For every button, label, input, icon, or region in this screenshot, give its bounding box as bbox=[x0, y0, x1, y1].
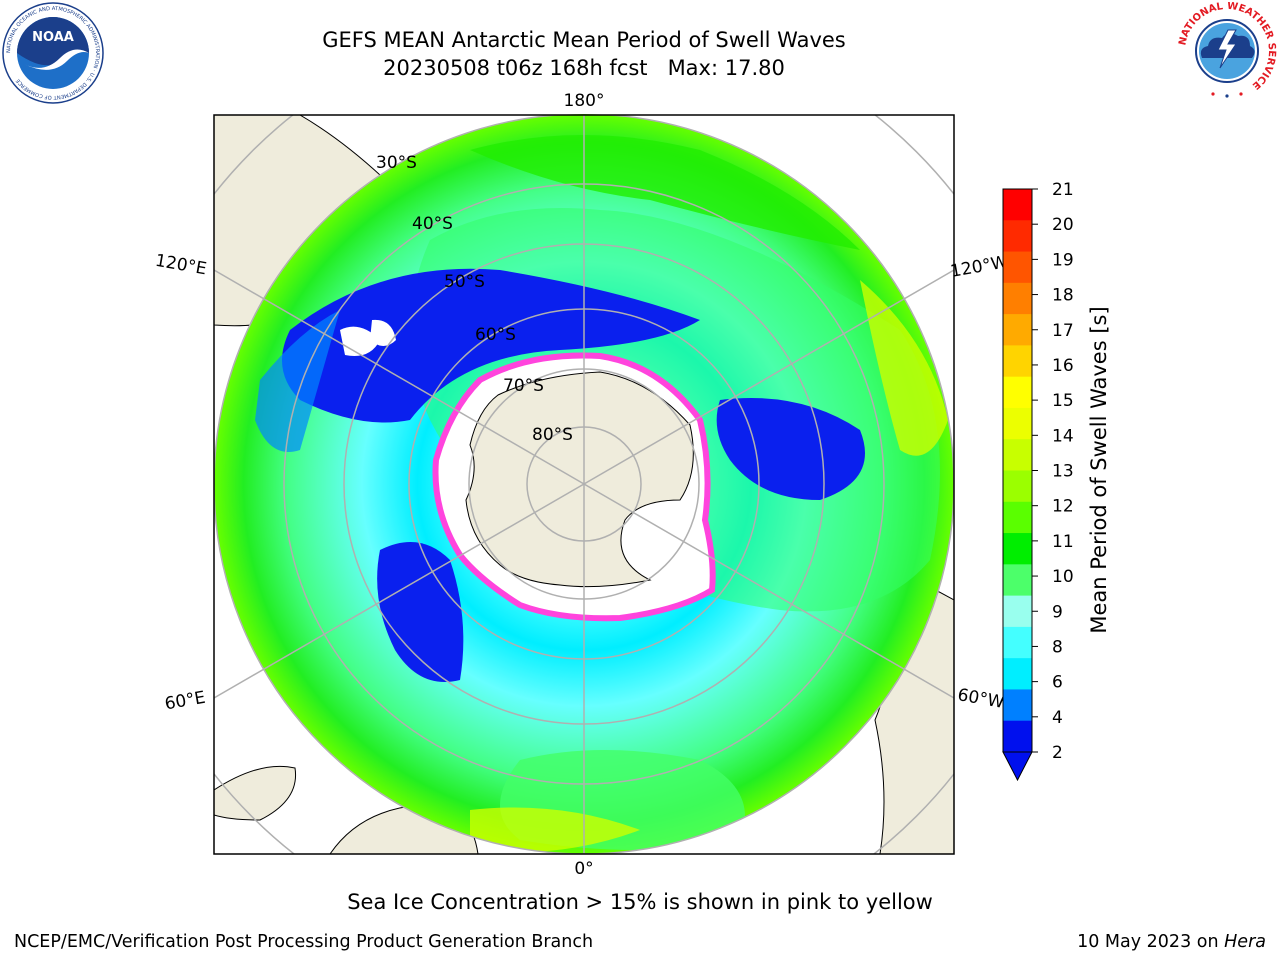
lon-label-120w: 120°W bbox=[949, 252, 1010, 282]
colorbar-tick-label: 19 bbox=[1052, 250, 1074, 270]
colorbar: 21 20 19 18 17 16 15 14 13 12 11 10 9 8 6 4 2 bbox=[1002, 180, 1074, 782]
colorbar-tick-label: 12 bbox=[1052, 497, 1074, 517]
colorbar-tick-label: 14 bbox=[1052, 426, 1074, 446]
antarctica bbox=[432, 352, 716, 622]
colorbar-tick-label: 10 bbox=[1052, 567, 1074, 587]
chart-title: GEFS MEAN Antarctic Mean Period of Swell… bbox=[322, 28, 846, 52]
sea-ice-note: Sea Ice Concentration > 15% is shown in … bbox=[347, 890, 933, 914]
colorbar-swatch bbox=[1003, 345, 1032, 378]
footer-date: 10 May 2023 on Hera bbox=[1077, 932, 1266, 952]
lat-label-70s: 70°S bbox=[503, 376, 544, 396]
colorbar-swatch bbox=[1003, 314, 1032, 346]
colorbar-extend-arrow bbox=[1002, 751, 1033, 782]
lon-label-60w: 60°W bbox=[956, 685, 1006, 713]
colorbar-tick-label: 11 bbox=[1052, 532, 1074, 552]
lat-label-30s: 30°S bbox=[376, 153, 417, 173]
colorbar-swatch bbox=[1003, 501, 1032, 534]
colorbar-tick-label: 21 bbox=[1052, 180, 1074, 200]
colorbar-tick-label: 15 bbox=[1052, 391, 1074, 411]
colorbar-swatch bbox=[1003, 376, 1032, 409]
nws-logo: NATIONAL WEATHER SERVICE bbox=[1178, 2, 1277, 98]
lon-label-60e: 60°E bbox=[163, 688, 207, 715]
graticule bbox=[214, 115, 954, 854]
colorbar-tick-label: 16 bbox=[1052, 356, 1074, 376]
chart-subtitle: 20230508 t06z 168h fcst Max: 17.80 bbox=[383, 56, 785, 80]
colorbar-tick-label: 8 bbox=[1052, 637, 1063, 657]
colorbar-swatch bbox=[1003, 564, 1032, 597]
colorbar-swatch bbox=[1003, 470, 1032, 503]
map-frame bbox=[213, 114, 955, 855]
colorbar-swatch bbox=[1003, 251, 1032, 284]
footer-machine: Hera bbox=[1224, 932, 1266, 952]
colorbar-swatch bbox=[1003, 189, 1032, 221]
colorbar-tick-label: 2 bbox=[1052, 743, 1063, 763]
colorbar-swatch bbox=[1003, 658, 1032, 690]
colorbar-swatch bbox=[1003, 689, 1032, 722]
lat-label-50s: 50°S bbox=[444, 272, 485, 292]
colorbar-tick-label: 18 bbox=[1052, 286, 1074, 306]
colorbar-swatch bbox=[1003, 533, 1032, 565]
colorbar-tick-label: 4 bbox=[1052, 708, 1063, 728]
colorbar-swatch bbox=[1003, 282, 1032, 315]
lon-label-0: 0° bbox=[574, 859, 593, 879]
colorbar-swatch bbox=[1003, 720, 1032, 753]
footer-credit: NCEP/EMC/Verification Post Processing Pr… bbox=[14, 932, 594, 952]
colorbar-tick-label: 9 bbox=[1052, 602, 1063, 622]
colorbar-tick-label: 17 bbox=[1052, 321, 1074, 341]
colorbar-swatch bbox=[1003, 220, 1032, 253]
footer-date-text: 10 May 2023 on bbox=[1077, 932, 1225, 952]
lon-label-120e: 120°E bbox=[154, 251, 208, 280]
colorbar-label: Mean Period of Swell Waves [s] bbox=[1087, 306, 1111, 633]
lat-label-40s: 40°S bbox=[412, 214, 453, 234]
colorbar-tick-label: 13 bbox=[1052, 462, 1074, 482]
colorbar-swatch bbox=[1003, 626, 1032, 659]
colorbar-swatch bbox=[1003, 407, 1032, 440]
noaa-logo: NATIONAL OCEANIC AND ATMOSPHERIC ADMINIS… bbox=[2, 2, 104, 104]
colorbar-tick-label: 6 bbox=[1052, 673, 1063, 693]
colorbar-swatch bbox=[1003, 439, 1032, 471]
colorbar-tick-label: 20 bbox=[1052, 215, 1074, 235]
lat-label-80s: 80°S bbox=[532, 425, 573, 445]
colorbar-swatch bbox=[1003, 595, 1032, 628]
noaa-wordmark: NOAA bbox=[32, 30, 74, 45]
lat-label-60s: 60°S bbox=[475, 325, 516, 345]
lon-label-180: 180° bbox=[564, 91, 605, 111]
